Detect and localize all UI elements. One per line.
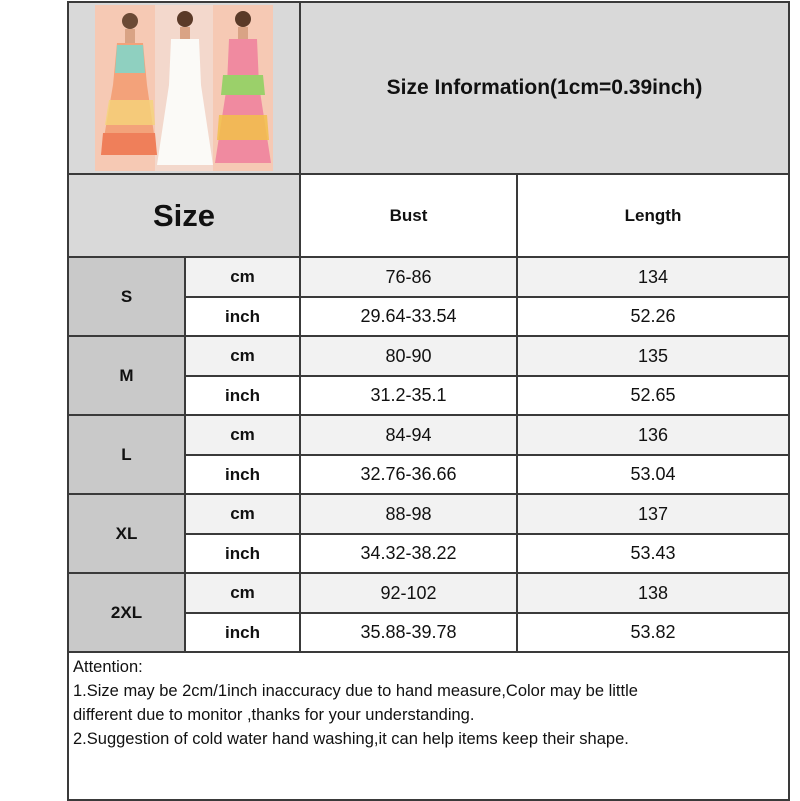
- bust-inch: 35.88-39.78: [299, 612, 518, 653]
- length-inch: 52.65: [515, 375, 791, 416]
- model-right: [215, 11, 271, 163]
- length-cm: 136: [515, 414, 791, 456]
- size-label-s: S: [67, 256, 186, 337]
- unit-cm: cm: [184, 572, 301, 614]
- attention-line: different due to monitor ,thanks for you…: [73, 706, 475, 724]
- length-inch: 53.43: [515, 533, 791, 574]
- size-header: Size: [67, 173, 301, 258]
- unit-inch: inch: [184, 375, 301, 416]
- length-inch: 53.82: [515, 612, 791, 653]
- bust-cm: 76-86: [299, 256, 518, 298]
- unit-cm: cm: [184, 414, 301, 456]
- length-cm: 137: [515, 493, 791, 535]
- model-left: [101, 13, 157, 155]
- size-label-2xl: 2XL: [67, 572, 186, 653]
- column-header-length: Length: [515, 173, 791, 258]
- bust-cm: 84-94: [299, 414, 518, 456]
- length-inch: 52.26: [515, 296, 791, 337]
- column-header-bust: Bust: [299, 173, 518, 258]
- unit-inch: inch: [184, 533, 301, 574]
- bust-inch: 29.64-33.54: [299, 296, 518, 337]
- unit-cm: cm: [184, 335, 301, 377]
- attention-line: 2.Suggestion of cold water hand washing,…: [73, 730, 629, 748]
- size-info-title: Size Information(1cm=0.39inch): [298, 1, 791, 175]
- product-image-cell: [67, 1, 301, 175]
- length-inch: 53.04: [515, 454, 791, 495]
- attention-heading: Attention:: [73, 658, 143, 676]
- length-cm: 138: [515, 572, 791, 614]
- bust-cm: 80-90: [299, 335, 518, 377]
- bust-inch: 34.32-38.22: [299, 533, 518, 574]
- bust-inch: 32.76-36.66: [299, 454, 518, 495]
- size-label-m: M: [67, 335, 186, 416]
- length-cm: 134: [515, 256, 791, 298]
- length-cm: 135: [515, 335, 791, 377]
- unit-inch: inch: [184, 296, 301, 337]
- unit-inch: inch: [184, 454, 301, 495]
- unit-inch: inch: [184, 612, 301, 653]
- model-middle: [157, 11, 213, 165]
- size-label-xl: XL: [67, 493, 186, 574]
- unit-cm: cm: [184, 256, 301, 298]
- bust-inch: 31.2-35.1: [299, 375, 518, 416]
- attention-notes: Attention: 1.Size may be 2cm/1inch inacc…: [66, 651, 791, 801]
- size-chart-table: Size Information(1cm=0.39inch) Size Bust…: [66, 1, 791, 801]
- bust-cm: 92-102: [299, 572, 518, 614]
- size-label-l: L: [67, 414, 186, 495]
- attention-line: 1.Size may be 2cm/1inch inaccuracy due t…: [73, 682, 638, 700]
- unit-cm: cm: [184, 493, 301, 535]
- bust-cm: 88-98: [299, 493, 518, 535]
- product-photo: [95, 5, 273, 171]
